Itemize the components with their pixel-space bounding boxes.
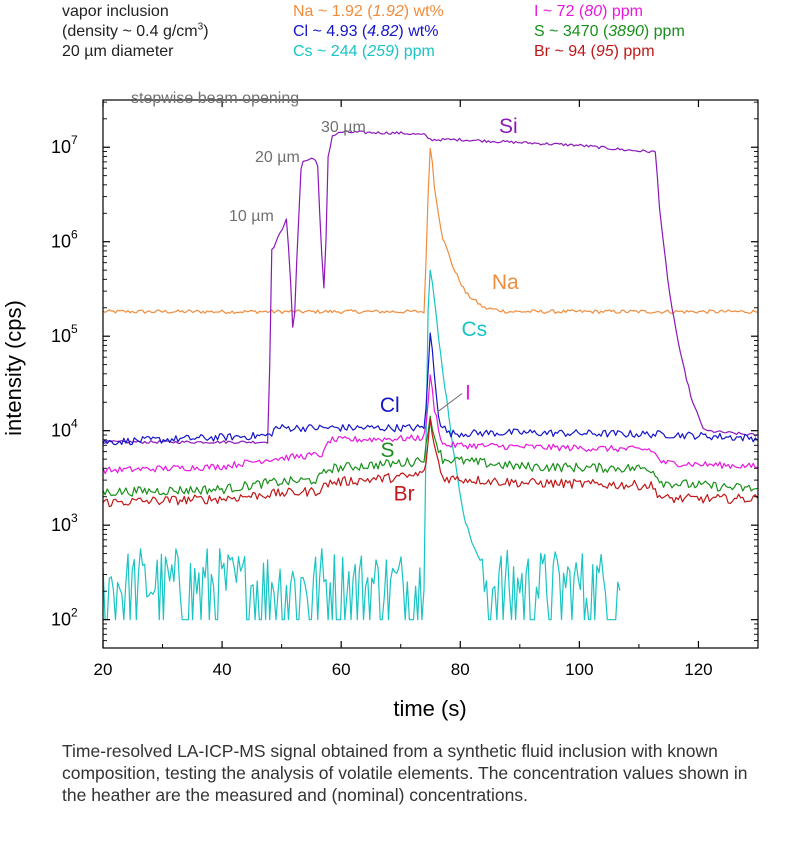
x-tick-label-120: 120 bbox=[684, 660, 712, 679]
figure-caption: Time-resolved LA-ICP-MS signal obtained … bbox=[62, 741, 748, 805]
annotation-beam-opening: stepwise beam opening bbox=[131, 90, 299, 107]
series-label-i: I bbox=[465, 382, 471, 405]
series-label-s: S bbox=[380, 439, 394, 462]
series-si bbox=[103, 130, 758, 444]
series-label-cl: Cl bbox=[380, 394, 400, 417]
series-na bbox=[103, 147, 758, 315]
i-label-leader bbox=[437, 393, 463, 413]
conc-br: Br ~ 94 (95) ppm bbox=[534, 43, 655, 60]
conc-s: S ~ 3470 (3890) ppm bbox=[534, 23, 685, 40]
annotation-30um: 30 µm bbox=[321, 119, 366, 136]
y-tick-label-3: 103 bbox=[51, 511, 78, 535]
x-tick-label-100: 100 bbox=[565, 660, 593, 679]
plot-frame bbox=[102, 99, 759, 649]
series-i bbox=[103, 374, 758, 475]
sample-description: vapor inclusion (density ~ 0.4 g/cm3) 20… bbox=[62, 2, 209, 62]
y-tick-label-4: 104 bbox=[51, 417, 78, 441]
series-cs bbox=[103, 269, 621, 621]
series-label-br: Br bbox=[394, 483, 415, 506]
sample-diameter: 20 µm diameter bbox=[62, 43, 174, 60]
x-tick-label-80: 80 bbox=[451, 660, 470, 679]
conc-na: Na ~ 1.92 (1.92) wt% bbox=[293, 3, 444, 20]
x-tick-label-60: 60 bbox=[332, 660, 351, 679]
annotation-10um: 10 µm bbox=[229, 208, 274, 225]
series-label-na: Na bbox=[492, 271, 519, 294]
axes-layer bbox=[102, 99, 759, 649]
conc-cs: Cs ~ 244 (259) ppm bbox=[293, 43, 435, 60]
series-label-si: Si bbox=[499, 115, 518, 138]
ticks-layer: 20 40 60 80 100 120 102 103 104 105 106 107 bbox=[51, 100, 758, 679]
series-label-cs: Cs bbox=[461, 318, 487, 341]
x-tick-label-20: 20 bbox=[94, 660, 113, 679]
conc-cl: Cl ~ 4.93 (4.82) wt% bbox=[293, 23, 439, 40]
y-axis-label: intensity (cps) bbox=[1, 300, 26, 436]
series-layer bbox=[103, 130, 758, 621]
annotation-20um: 20 µm bbox=[255, 149, 300, 166]
series-cl bbox=[103, 332, 758, 446]
series-br bbox=[103, 418, 758, 508]
sample-density: (density ~ 0.4 g/cm3) bbox=[62, 21, 209, 40]
conc-column-1: Na ~ 1.92 (1.92) wt% Cl ~ 4.93 (4.82) wt… bbox=[293, 2, 444, 62]
x-axis-label: time (s) bbox=[393, 696, 466, 721]
labels-layer: Si Na Cs Cl I SBr bbox=[380, 115, 519, 506]
y-tick-label-5: 105 bbox=[51, 322, 78, 346]
conc-i: I ~ 72 (80) ppm bbox=[534, 3, 643, 20]
series-s bbox=[103, 415, 758, 497]
x-tick-label-40: 40 bbox=[213, 660, 232, 679]
y-tick-label-6: 106 bbox=[51, 228, 78, 252]
y-tick-label-7: 107 bbox=[51, 133, 78, 157]
intensity-chart: 20 40 60 80 100 120 102 103 104 105 106 107 Si Na Cs C… bbox=[1, 90, 759, 721]
sample-type: vapor inclusion bbox=[62, 3, 169, 20]
conc-column-2: I ~ 72 (80) ppm S ~ 3470 (3890) ppm Br ~… bbox=[534, 2, 685, 62]
y-tick-label-2: 102 bbox=[51, 606, 78, 630]
